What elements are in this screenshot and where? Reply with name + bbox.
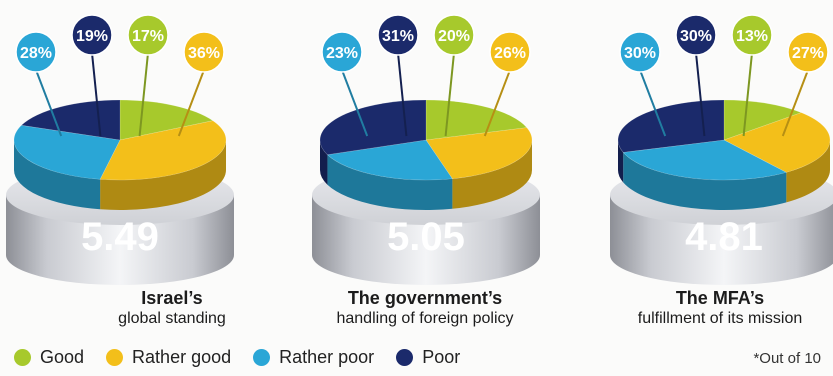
pie-chart-2: 5.05 23% 31% 20% 26% (312, 14, 540, 285)
legend-item-good: Good (14, 347, 84, 368)
data-label-2-good: 20% (438, 28, 470, 45)
caption-1-subtitle: global standing (118, 310, 226, 327)
pie-slice-3-poor (617, 99, 725, 153)
callout-stem-2-2 (397, 52, 408, 137)
data-label-2-rather-poor: 23% (326, 45, 358, 62)
callout-stem-3-1 (639, 69, 667, 137)
callout-bubble-3-good (731, 14, 773, 56)
pie-side-2-poor (320, 140, 328, 185)
caption-1-title: Israel’s (141, 288, 203, 308)
callout-bubble-2-rather-good (489, 31, 531, 73)
pie-slice-3-rather-poor (622, 139, 788, 181)
callout-bubble-3-rather-poor (619, 31, 661, 73)
callout-bubble-2-poor (377, 14, 419, 56)
pie-side-2-rather-good (452, 140, 532, 209)
caption-2-title: The government’s (347, 288, 503, 308)
data-label-3-good: 13% (736, 28, 768, 45)
callout-bubble-2-rather-poor (321, 31, 363, 73)
caption-3: The MFA’s fulfillment of its mission (585, 287, 833, 329)
pie-slice-2-rather-poor (326, 139, 453, 181)
data-label-1-poor: 19% (76, 28, 108, 45)
legend-swatch-good (14, 349, 31, 366)
pie-slice-2-good (425, 99, 528, 141)
data-label-1-good: 17% (132, 28, 164, 45)
legend-label-rather-poor: Rather poor (279, 347, 375, 367)
pie-slice-1-poor (20, 99, 121, 141)
callout-stem-2-4 (483, 69, 511, 137)
pie-chart-3: 4.81 30% 30% 13% 27% (610, 14, 833, 285)
callout-stem-3-4 (781, 69, 809, 137)
caption-3-title: The MFA’s (675, 288, 765, 308)
pie-side-3-rather-good (786, 140, 830, 203)
legend-label-good: Good (40, 347, 85, 367)
data-label-3-rather-good: 27% (792, 45, 824, 62)
data-label-1-rather-poor: 28% (20, 45, 52, 62)
footnote: *Out of 10 (753, 350, 821, 367)
callout-stem-1-3 (138, 52, 149, 137)
pie-slice-1-rather-poor (13, 124, 121, 180)
pie-side-1-rather-poor (14, 140, 101, 210)
legend-swatch-poor (396, 349, 414, 366)
score-1: 5.49 (81, 215, 159, 259)
pie-side-2-rather-poor (327, 154, 453, 210)
legend-item-poor: Poor (396, 347, 460, 368)
data-label-3-poor: 30% (680, 28, 712, 45)
pie-side-3-rather-poor (623, 152, 787, 210)
legend-label-poor: Poor (422, 347, 461, 367)
data-label-2-rather-good: 26% (494, 45, 526, 62)
callout-stem-1-1 (35, 69, 63, 137)
caption-2-subtitle: handling of foreign policy (336, 310, 514, 327)
callout-stem-3-3 (742, 52, 753, 137)
callout-bubble-2-good (433, 14, 475, 56)
caption-1: Israel’s global standing (37, 287, 307, 329)
legend-label-rather-good: Rather good (132, 347, 232, 367)
callout-stem-1-2 (91, 52, 102, 137)
legend-swatch-rather-good (106, 349, 124, 366)
pie-slice-3-rather-good (723, 112, 831, 173)
score-2: 5.05 (387, 215, 465, 259)
callout-stem-3-2 (695, 52, 706, 137)
callout-bubble-1-rather-good (183, 31, 225, 73)
callout-bubble-3-rather-good (787, 31, 829, 73)
legend-item-rather-good: Rather good (106, 347, 231, 368)
callout-stem-2-3 (444, 52, 455, 137)
data-label-1-rather-good: 36% (188, 45, 220, 62)
pie-side-3-poor (618, 140, 624, 183)
caption-2: The government’s handling of foreign pol… (290, 287, 560, 329)
pie-side-1-rather-good (100, 140, 226, 210)
pie-slice-2-rather-good (425, 127, 533, 180)
caption-3-subtitle: fulfillment of its mission (637, 310, 803, 327)
data-label-3-rather-poor: 30% (624, 45, 656, 62)
legend: Good Rather good Rather poor Poor (14, 347, 482, 368)
callout-stem-2-1 (341, 69, 369, 137)
legend-item-rather-poor: Rather poor (253, 347, 374, 368)
legend-swatch-rather-poor (253, 349, 271, 366)
data-label-2-poor: 31% (382, 28, 414, 45)
callout-bubble-1-rather-poor (15, 31, 57, 73)
callout-bubble-3-poor (675, 14, 717, 56)
charts-svg: 5.49 28% 19% 17% 36% 5.05 23% 31% 20% 26% 4.81 30% 3… (6, 14, 833, 285)
pie-chart-1: 5.49 28% 19% 17% 36% (6, 14, 234, 285)
score-3: 4.81 (685, 215, 763, 259)
callout-bubble-1-poor (71, 14, 113, 56)
callout-bubble-1-good (127, 14, 169, 56)
callout-stem-1-4 (177, 69, 205, 137)
pie-slice-1-rather-good (99, 120, 227, 181)
